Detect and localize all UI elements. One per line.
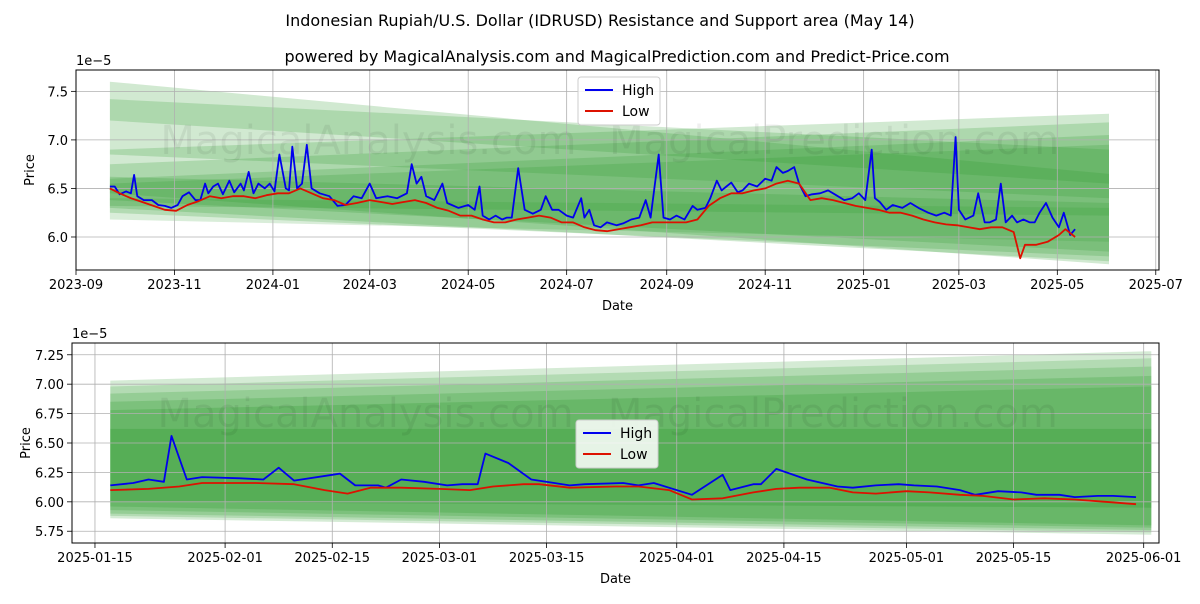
legend-label-high: High xyxy=(620,426,652,442)
x-tick-label: 2025-03-01 xyxy=(402,551,478,566)
x-tick-label: 2023-11 xyxy=(147,278,201,293)
series-group xyxy=(110,435,1137,506)
band-area-1 xyxy=(109,99,1109,199)
watermark-right: MagicalPrediction.com xyxy=(608,391,1058,437)
watermark-left: MagicalAnalysis.com xyxy=(157,391,573,437)
x-tick-label: 2023-09 xyxy=(49,278,103,293)
y-tick-label: 7.0 xyxy=(47,134,68,149)
y-tick-label: 6.5 xyxy=(47,182,68,197)
bottom-panel: 2025-01-15 2025-02-01 2025-02-15 2025-03-01… xyxy=(19,327,1181,587)
y-tick-label: 6.0 xyxy=(47,231,68,246)
x-tick-label: 2025-02-01 xyxy=(187,551,263,566)
watermark-left: MagicalAnalysis.com xyxy=(160,118,576,164)
y-tick-label: 7.5 xyxy=(47,85,68,100)
watermark-right: MagicalPrediction.com xyxy=(609,118,1059,164)
x-tick-label: 2025-05 xyxy=(1030,278,1084,293)
band-area-2 xyxy=(109,113,1109,262)
series-group xyxy=(109,136,1076,260)
series-line-low xyxy=(110,482,1137,506)
x-tick-label: 2024-11 xyxy=(738,278,792,293)
legend-label-high: High xyxy=(622,83,654,99)
x-tick-label: 2025-04-01 xyxy=(639,551,715,566)
legend-label-low: Low xyxy=(622,104,650,120)
legend: High Low xyxy=(575,419,659,469)
band-area-0 xyxy=(109,81,1109,184)
legend-label-low: Low xyxy=(620,447,648,463)
band-group xyxy=(109,81,1109,265)
x-tick-label: 2024-07 xyxy=(539,278,593,293)
y-axis-label: Price xyxy=(19,427,34,459)
y-tick-label: 6.00 xyxy=(35,496,64,511)
series-line-high xyxy=(110,435,1137,498)
y-tick-label: 5.75 xyxy=(35,525,64,540)
chart-title: Indonesian Rupiah/U.S. Dollar (IDRUSD) R… xyxy=(285,11,914,30)
band-area-3 xyxy=(109,122,1109,257)
x-tick-label: 2025-02-15 xyxy=(294,551,370,566)
axes-frame xyxy=(71,342,1160,544)
x-tick-label: 2024-01 xyxy=(246,278,300,293)
top-panel: 2023-09 2023-11 2024-01 2024-03 2024-05 2024-… xyxy=(23,54,1183,314)
x-tick-label: 2025-01-15 xyxy=(57,551,133,566)
x-axis-label: Date xyxy=(602,299,633,314)
x-tick-label: 2025-07 xyxy=(1129,278,1183,293)
y-axis-label: Price xyxy=(23,154,38,186)
x-tick-label: 2025-04-15 xyxy=(746,551,822,566)
y-exponent-label: 1e−5 xyxy=(72,327,107,342)
series-line-high xyxy=(109,136,1076,236)
x-tick-label: 2025-06-01 xyxy=(1106,551,1182,566)
x-tick-label: 2025-01 xyxy=(836,278,890,293)
y-tick-label: 6.50 xyxy=(35,437,64,452)
legend: High Low xyxy=(577,76,661,126)
x-axis-label: Date xyxy=(600,572,631,587)
axes-frame xyxy=(75,69,1160,271)
y-tick-label: 6.25 xyxy=(35,466,64,481)
band-area-5 xyxy=(109,144,1109,265)
band-area-4 xyxy=(109,135,1109,252)
y-exponent-label: 1e−5 xyxy=(76,54,111,69)
y-tick-label: 7.00 xyxy=(35,378,64,393)
y-tick-label: 6.75 xyxy=(35,408,64,423)
x-tick-label: 2025-05-01 xyxy=(869,551,945,566)
chart-subtitle: powered by MagicalAnalysis.com and Magic… xyxy=(284,47,949,66)
band-area-7 xyxy=(109,198,1109,242)
x-tick-label: 2024-09 xyxy=(640,278,694,293)
x-tick-label: 2025-05-15 xyxy=(976,551,1052,566)
x-tick-label: 2024-03 xyxy=(343,278,397,293)
x-tick-label: 2025-03 xyxy=(932,278,986,293)
series-line-low xyxy=(109,179,1076,260)
y-tick-label: 7.25 xyxy=(35,349,64,364)
x-tick-label: 2024-05 xyxy=(441,278,495,293)
x-tick-label: 2025-03-15 xyxy=(509,551,585,566)
